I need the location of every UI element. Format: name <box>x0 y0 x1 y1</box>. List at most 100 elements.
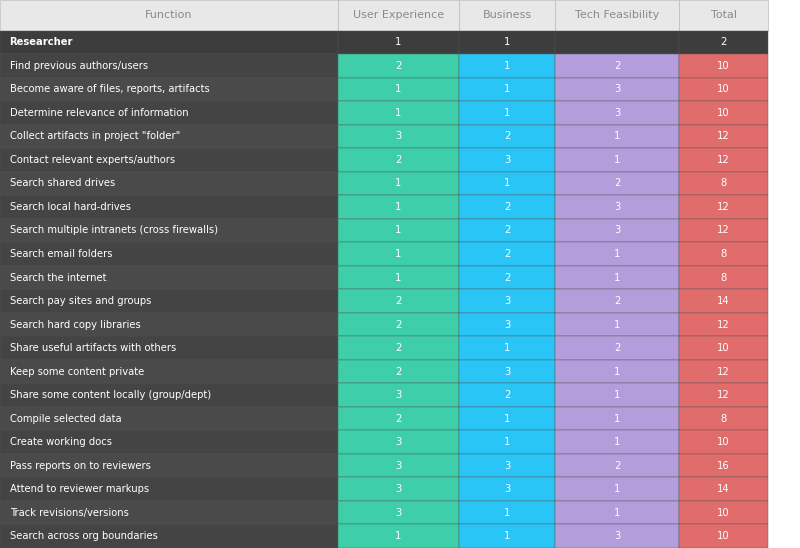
Text: 3: 3 <box>614 531 620 541</box>
Bar <box>555 148 679 172</box>
Text: 14: 14 <box>718 296 730 306</box>
Text: Business: Business <box>482 10 532 20</box>
Bar <box>679 360 768 384</box>
Text: 2: 2 <box>504 249 510 259</box>
Bar <box>0 31 338 54</box>
Bar <box>0 360 338 384</box>
Bar <box>338 336 459 360</box>
Text: 1: 1 <box>395 179 402 189</box>
Text: Search email folders: Search email folders <box>10 249 112 259</box>
Bar <box>679 31 768 54</box>
Text: 1: 1 <box>504 343 510 353</box>
Bar <box>679 148 768 172</box>
Bar <box>459 242 555 266</box>
Bar <box>555 242 679 266</box>
Bar <box>0 148 338 172</box>
Bar <box>555 454 679 477</box>
Text: 1: 1 <box>614 249 620 259</box>
Bar <box>555 501 679 524</box>
Text: Search shared drives: Search shared drives <box>10 179 115 189</box>
Bar <box>555 430 679 454</box>
Text: 2: 2 <box>395 296 402 306</box>
Text: 1: 1 <box>504 108 510 118</box>
Text: 3: 3 <box>504 367 510 376</box>
Text: 3: 3 <box>504 484 510 494</box>
Bar <box>0 266 338 289</box>
Text: 2: 2 <box>614 343 620 353</box>
Bar <box>0 524 338 548</box>
Text: 1: 1 <box>395 84 402 94</box>
Bar <box>459 31 555 54</box>
Bar <box>679 124 768 148</box>
Text: 1: 1 <box>395 249 402 259</box>
Bar <box>338 266 459 289</box>
Bar <box>679 242 768 266</box>
Text: 12: 12 <box>718 367 730 376</box>
Text: 1: 1 <box>504 84 510 94</box>
Text: 3: 3 <box>395 390 402 400</box>
Bar <box>338 54 459 78</box>
Bar <box>0 430 338 454</box>
Bar <box>0 219 338 242</box>
Bar <box>679 454 768 477</box>
Text: Search across org boundaries: Search across org boundaries <box>10 531 158 541</box>
Bar <box>459 407 555 430</box>
Bar <box>338 31 459 54</box>
Text: 8: 8 <box>721 414 726 424</box>
Text: Search the internet: Search the internet <box>10 272 106 283</box>
Text: 10: 10 <box>718 61 730 71</box>
Text: Tech Feasibility: Tech Feasibility <box>575 10 659 20</box>
Text: 2: 2 <box>614 179 620 189</box>
Text: Become aware of files, reports, artifacts: Become aware of files, reports, artifact… <box>10 84 210 94</box>
Text: 1: 1 <box>614 390 620 400</box>
Text: 1: 1 <box>395 202 402 212</box>
Bar <box>679 384 768 407</box>
Bar <box>555 195 679 219</box>
Bar <box>555 31 679 54</box>
Text: Contact relevant experts/authors: Contact relevant experts/authors <box>10 155 174 165</box>
Text: Determine relevance of information: Determine relevance of information <box>10 108 188 118</box>
Text: 3: 3 <box>395 484 402 494</box>
Bar <box>679 0 768 31</box>
Bar <box>338 501 459 524</box>
Text: 1: 1 <box>504 37 510 47</box>
Text: 1: 1 <box>614 367 620 376</box>
Text: 10: 10 <box>718 108 730 118</box>
Bar <box>555 266 679 289</box>
Bar <box>459 336 555 360</box>
Text: 1: 1 <box>614 272 620 283</box>
Bar <box>555 360 679 384</box>
Bar <box>0 195 338 219</box>
Text: 1: 1 <box>614 155 620 165</box>
Bar <box>338 289 459 313</box>
Text: 1: 1 <box>504 437 510 447</box>
Text: 1: 1 <box>504 61 510 71</box>
Bar <box>459 289 555 313</box>
Bar <box>459 78 555 101</box>
Bar <box>555 172 679 195</box>
Text: 1: 1 <box>395 37 402 47</box>
Text: 3: 3 <box>504 319 510 329</box>
Text: 2: 2 <box>504 272 510 283</box>
Text: 1: 1 <box>395 272 402 283</box>
Text: 12: 12 <box>718 155 730 165</box>
Text: Search local hard-drives: Search local hard-drives <box>10 202 130 212</box>
Bar <box>338 313 459 336</box>
Bar <box>338 0 459 31</box>
Text: 3: 3 <box>395 437 402 447</box>
Text: 12: 12 <box>718 390 730 400</box>
Text: Function: Function <box>145 10 193 20</box>
Bar <box>555 336 679 360</box>
Text: 2: 2 <box>721 37 726 47</box>
Bar <box>0 501 338 524</box>
Bar <box>338 384 459 407</box>
Bar <box>338 477 459 501</box>
Bar <box>338 78 459 101</box>
Bar <box>679 501 768 524</box>
Bar <box>0 54 338 78</box>
Text: 2: 2 <box>504 225 510 236</box>
Bar <box>679 172 768 195</box>
Bar <box>679 289 768 313</box>
Bar <box>338 407 459 430</box>
Bar <box>338 124 459 148</box>
